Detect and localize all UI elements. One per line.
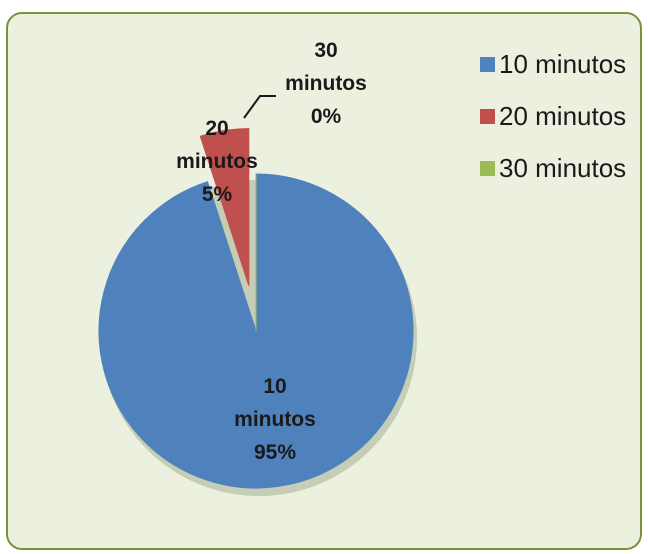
legend-item-20-minutos: 20 minutos bbox=[480, 90, 626, 142]
pie-slices bbox=[98, 128, 417, 496]
data-label-10-minutos-unit: minutos bbox=[234, 408, 316, 431]
data-label-20-minutos-percent: 5% bbox=[201, 183, 233, 206]
data-label-20-minutos-name: 20 bbox=[205, 117, 229, 140]
legend-item-30-minutos: 30 minutos bbox=[480, 142, 626, 194]
legend-label-20-minutos: 20 minutos bbox=[499, 100, 627, 131]
legend-swatch-30-minutos bbox=[480, 160, 495, 176]
chart-legend: 10 minutos 20 minutos 30 minutos bbox=[480, 38, 626, 194]
data-label-10-minutos-name: 10 bbox=[263, 375, 287, 398]
data-label-30-minutos-percent: 0% bbox=[310, 105, 342, 128]
data-label-30-minutos: 30 minutos 0% bbox=[271, 34, 381, 133]
data-label-10-minutos-percent: 95% bbox=[253, 441, 297, 464]
chart-frame: 10 minutos 95% 20 minutos 5% 30 minutos … bbox=[6, 12, 642, 550]
data-label-30-minutos-name: 30 bbox=[314, 39, 338, 62]
data-label-20-minutos: 20 minutos 5% bbox=[162, 112, 272, 211]
legend-swatch-20-minutos bbox=[480, 108, 495, 124]
pie-slice-20-minutos bbox=[199, 128, 250, 286]
legend-label-10-minutos: 10 minutos bbox=[499, 48, 627, 79]
legend-item-10-minutos: 10 minutos bbox=[480, 38, 626, 90]
data-label-20-minutos-unit: minutos bbox=[176, 150, 258, 173]
legend-label-30-minutos: 30 minutos bbox=[499, 152, 627, 183]
pie-chart bbox=[98, 95, 417, 496]
data-label-10-minutos: 10 minutos 95% bbox=[220, 370, 330, 469]
leader-line-30-minutos bbox=[243, 95, 276, 119]
legend-swatch-10-minutos bbox=[480, 56, 495, 72]
data-label-30-minutos-unit: minutos bbox=[285, 72, 367, 95]
